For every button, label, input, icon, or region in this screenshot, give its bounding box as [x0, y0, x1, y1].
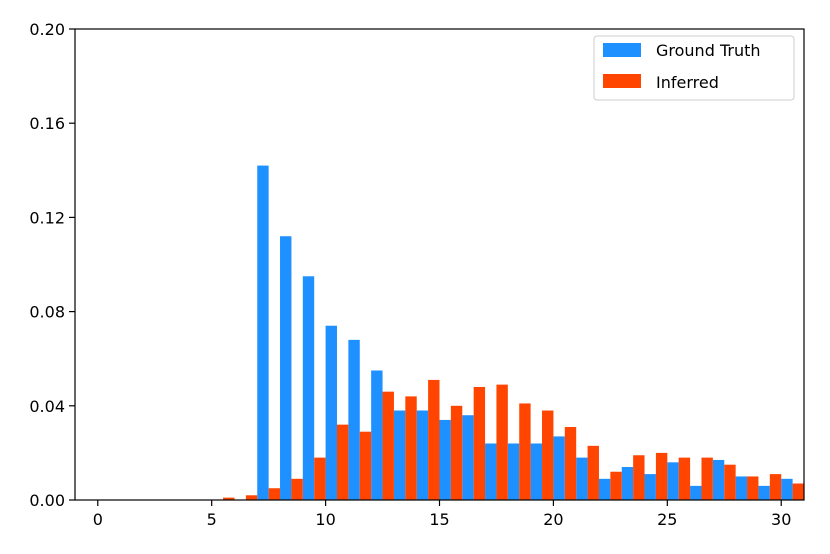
bar-ground-truth-8	[280, 236, 292, 501]
bar-ground-truth-18	[507, 443, 520, 500]
bar-inferred-28	[747, 476, 759, 500]
y-axis: 0.00 0.04 0.08 0.12 0.16 0.20	[29, 20, 75, 510]
bar-ground-truth-16	[462, 415, 474, 500]
y-tick-label-1: 0.04	[29, 397, 65, 416]
bar-inferred-26	[701, 457, 713, 500]
bar-ground-truth-22	[598, 478, 611, 500]
bar-inferred-8	[291, 478, 303, 500]
bar-inferred-5	[223, 497, 235, 500]
x-tick-label-20: 20	[543, 510, 563, 529]
bar-ground-truth-13	[393, 410, 406, 500]
bar-ground-truth-15	[439, 419, 451, 500]
legend-label-ground-truth: Ground Truth	[656, 41, 761, 60]
bar-ground-truth-30	[781, 478, 793, 500]
legend-swatch-ground-truth	[603, 43, 641, 57]
bar-ground-truth-27	[712, 459, 725, 500]
x-axis: 0 5 10 15 20 25 30	[93, 500, 791, 529]
x-tick-label-25: 25	[657, 510, 677, 529]
x-tick-label-10: 10	[315, 510, 335, 529]
bar-inferred-19	[542, 410, 554, 500]
bar-ground-truth-21	[576, 457, 588, 500]
bar-ground-truth-14	[416, 410, 429, 500]
bar-ground-truth-23	[621, 467, 634, 500]
bar-inferred-30	[792, 483, 804, 500]
x-tick-label-15: 15	[429, 510, 449, 529]
bar-ground-truth-17	[485, 443, 497, 500]
bar-inferred-15	[450, 405, 463, 500]
bar-ground-truth-20	[553, 436, 565, 500]
y-tick-label-3: 0.12	[29, 208, 65, 227]
bar-inferred-25	[678, 457, 691, 500]
bar-inferred-22	[610, 471, 622, 500]
bar-ground-truth-29	[758, 485, 770, 500]
bar-inferred-18	[519, 403, 531, 500]
bar-inferred-23	[633, 455, 645, 500]
bar-inferred-10	[336, 424, 349, 500]
bar-inferred-24	[655, 452, 668, 500]
bar-ground-truth-25	[667, 462, 679, 500]
bar-ground-truth-28	[735, 476, 748, 500]
legend-label-inferred: Inferred	[656, 73, 719, 92]
bar-inferred-7	[268, 488, 281, 500]
bar-inferred-9	[314, 457, 326, 500]
bar-ground-truth-26	[690, 485, 702, 500]
x-tick-label-5: 5	[207, 510, 217, 529]
bar-ground-truth-11	[348, 339, 360, 500]
bar-inferred-11	[359, 431, 372, 500]
bar-inferred-17	[496, 384, 508, 500]
bar-ground-truth-7	[257, 165, 269, 500]
y-tick-label-2: 0.08	[29, 303, 65, 322]
bar-inferred-6	[245, 495, 258, 500]
bar-inferred-14	[428, 379, 440, 500]
bar-inferred-13	[405, 396, 417, 500]
y-tick-label-5: 0.20	[29, 20, 65, 39]
y-tick-label-4: 0.16	[29, 114, 65, 133]
bar-inferred-21	[587, 445, 599, 500]
bar-ground-truth-24	[644, 474, 656, 500]
bar-inferred-20	[564, 427, 577, 500]
bar-ground-truth-10	[325, 325, 337, 500]
bar-inferred-27	[724, 464, 736, 500]
bar-ground-truth-9	[302, 276, 315, 500]
legend-swatch-inferred	[603, 74, 641, 88]
bars-layer	[223, 165, 804, 501]
legend: Ground Truth Inferred	[593, 35, 795, 101]
x-tick-label-30: 30	[771, 510, 791, 529]
legend-box	[593, 35, 795, 101]
bar-inferred-29	[769, 474, 782, 500]
bar-inferred-16	[473, 386, 486, 500]
bar-inferred-12	[382, 391, 394, 500]
y-tick-label-0: 0.00	[29, 491, 65, 510]
bar-ground-truth-12	[371, 370, 383, 500]
x-tick-label-0: 0	[93, 510, 103, 529]
bar-ground-truth-19	[530, 443, 543, 500]
